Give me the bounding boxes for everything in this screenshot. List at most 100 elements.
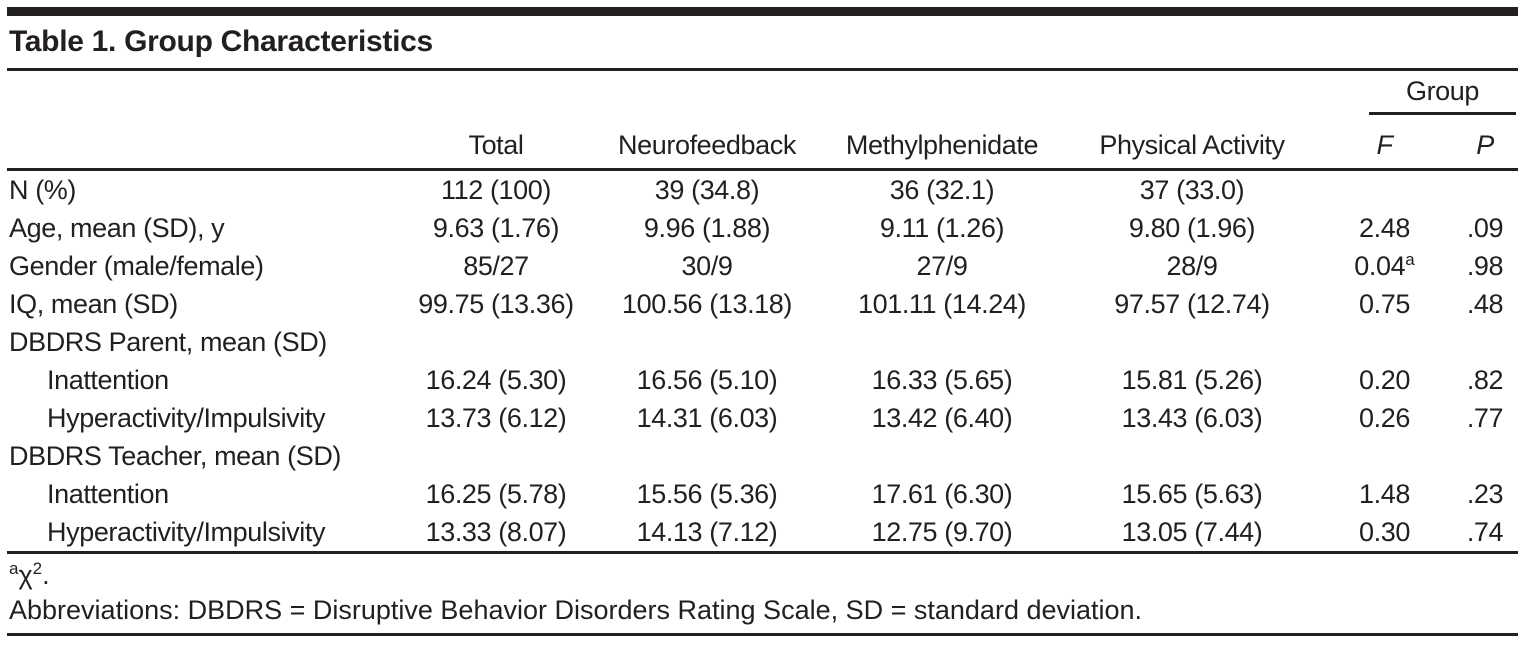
table-cell: .82 <box>1466 364 1504 395</box>
table-cell <box>1317 323 1452 361</box>
column-header-total: Total <box>395 115 597 171</box>
table-cell <box>597 323 817 361</box>
spanner-row: Group <box>7 71 1518 115</box>
row-label: Inattention <box>47 478 169 509</box>
table-cell: 13.73 (6.12) <box>425 402 567 433</box>
column-header-f-statistic: F <box>1317 115 1452 171</box>
chi-square-footnote: aχ2. <box>9 558 1516 592</box>
table-figure: Table 1. Group Characteristics Group Tot… <box>0 7 1525 636</box>
table-cell: 16.25 (5.78) <box>425 478 567 509</box>
table-cell: 0.30 <box>1317 513 1452 554</box>
table-cell <box>817 437 1067 475</box>
table-row: DBDRS Teacher, mean (SD) <box>7 437 1518 475</box>
table-cell <box>395 437 597 475</box>
column-header-methylphenidate: Methylphenidate <box>817 115 1067 171</box>
column-header-neurofeedback: Neurofeedback <box>597 115 817 171</box>
abbreviations-note: Abbreviations: DBDRS = Disruptive Behavi… <box>9 595 1143 625</box>
table-cell: 16.33 (5.65) <box>871 364 1013 395</box>
table-row: Hyperactivity/Impulsivity 13.33 (8.07) 14.… <box>7 513 1519 554</box>
table-row: Inattention 16.24 (5.30) 16.56 (5.10) 16.33… <box>7 361 1518 399</box>
footnotes: aχ2. Abbreviations: DBDRS = Disruptive B… <box>7 554 1518 628</box>
table-cell: 15.81 (5.26) <box>1121 364 1263 395</box>
table-cell: 97.57 (12.74) <box>1114 288 1270 319</box>
table-cell: 37 (33.0) <box>1139 174 1245 205</box>
table-cell: 13.42 (6.40) <box>871 402 1013 433</box>
row-label: DBDRS Parent, mean (SD) <box>9 326 327 357</box>
chi-exponent: 2 <box>32 559 43 578</box>
group-spanner-header: Group <box>1317 71 1518 115</box>
table-cell: 30/9 <box>681 250 733 281</box>
spanner-spacer <box>7 71 1317 115</box>
row-label: Age, mean (SD), y <box>9 212 225 243</box>
table-cell: 0.20 <box>1359 364 1410 395</box>
table-cell: 85/27 <box>463 250 529 281</box>
table-cell: 2.48 <box>1359 212 1410 243</box>
column-header-p-value: P <box>1452 115 1519 171</box>
table-row: Inattention 16.25 (5.78) 15.56 (5.36) 17.61… <box>7 475 1518 513</box>
table-header: Group Total Neurofeedback Methylphenidat… <box>7 71 1519 171</box>
table-cell: 17.61 (6.30) <box>871 478 1013 509</box>
table-cell <box>1452 170 1518 210</box>
table-cell <box>1317 437 1452 475</box>
row-label: IQ, mean (SD) <box>9 288 178 319</box>
table-cell <box>1317 170 1452 210</box>
row-label: DBDRS Teacher, mean (SD) <box>9 440 342 471</box>
table-cell: 27/9 <box>916 250 968 281</box>
table-cell: 13.05 (7.44) <box>1067 513 1317 554</box>
table-cell: 0.04a <box>1354 249 1415 281</box>
table-cell <box>597 437 817 475</box>
row-label: Hyperactivity/Impulsivity <box>7 513 395 554</box>
table-cell: 14.31 (6.03) <box>636 402 778 433</box>
table-row: N (%) 112 (100) 39 (34.8) 36 (32.1) 37 (33.0… <box>7 170 1518 210</box>
table-cell <box>395 323 597 361</box>
column-header-physical-activity: Physical Activity <box>1067 115 1317 171</box>
row-label: Inattention <box>47 364 169 395</box>
table-cell: 13.33 (8.07) <box>395 513 597 554</box>
table-cell: 39 (34.8) <box>654 174 760 205</box>
table-cell <box>817 323 1067 361</box>
table-cell: .09 <box>1466 212 1504 243</box>
table-cell: 9.96 (1.88) <box>643 212 771 243</box>
title-block: Table 1. Group Characteristics <box>7 16 1518 71</box>
table-cell: 12.75 (9.70) <box>817 513 1067 554</box>
table-row: IQ, mean (SD) 99.75 (13.36) 100.56 (13.18)… <box>7 285 1518 323</box>
table-row: DBDRS Parent, mean (SD) <box>7 323 1518 361</box>
group-spanner-label: Group <box>1369 76 1517 115</box>
table-cell: 0.26 <box>1359 402 1410 433</box>
table-cell: 112 (100) <box>441 174 551 205</box>
table-cell: .48 <box>1466 288 1504 319</box>
table-cell: 1.48 <box>1359 478 1410 509</box>
table-cell: 9.11 (1.26) <box>879 212 1005 243</box>
table-cell: 9.63 (1.76) <box>432 212 560 243</box>
table-cell: 16.24 (5.30) <box>425 364 567 395</box>
table-cell: 16.56 (5.10) <box>636 364 778 395</box>
table-cell: .77 <box>1466 402 1504 433</box>
table-cell <box>1067 437 1317 475</box>
row-label: Hyperactivity/Impulsivity <box>47 402 326 433</box>
group-characteristics-table: Group Total Neurofeedback Methylphenidat… <box>7 71 1519 554</box>
table-row: Hyperactivity/Impulsivity 13.73 (6.12) 14.… <box>7 399 1518 437</box>
top-rule-bar <box>7 7 1518 16</box>
table-title: Table 1. Group Characteristics <box>9 25 433 58</box>
column-header-rowlabel <box>7 115 395 171</box>
table-cell: .98 <box>1466 250 1504 281</box>
table-cell: 36 (32.1) <box>889 174 995 205</box>
column-header-row: Total Neurofeedback Methylphenidate Phys… <box>7 115 1519 171</box>
table-cell: 9.80 (1.96) <box>1128 212 1256 243</box>
chi-symbol: χ <box>18 560 33 590</box>
footnote-marker-a: a <box>9 559 19 578</box>
table-cell: 99.75 (13.36) <box>418 288 574 319</box>
table-cell: 15.56 (5.36) <box>636 478 778 509</box>
table-cell <box>1452 437 1518 475</box>
row-label: Gender (male/female) <box>9 250 264 281</box>
table-cell: 15.65 (5.63) <box>1121 478 1263 509</box>
table-cell: 14.13 (7.12) <box>597 513 817 554</box>
footnote-marker-a: a <box>1405 249 1415 269</box>
table-cell <box>1452 323 1518 361</box>
table-cell: .74 <box>1452 513 1519 554</box>
table-cell: 13.43 (6.03) <box>1121 402 1263 433</box>
table-cell: 100.56 (13.18) <box>621 288 793 319</box>
table-row: Age, mean (SD), y 9.63 (1.76) 9.96 (1.88) 9… <box>7 209 1518 247</box>
table-cell: 101.11 (14.24) <box>857 288 1027 319</box>
bottom-rule-bar <box>7 633 1518 636</box>
